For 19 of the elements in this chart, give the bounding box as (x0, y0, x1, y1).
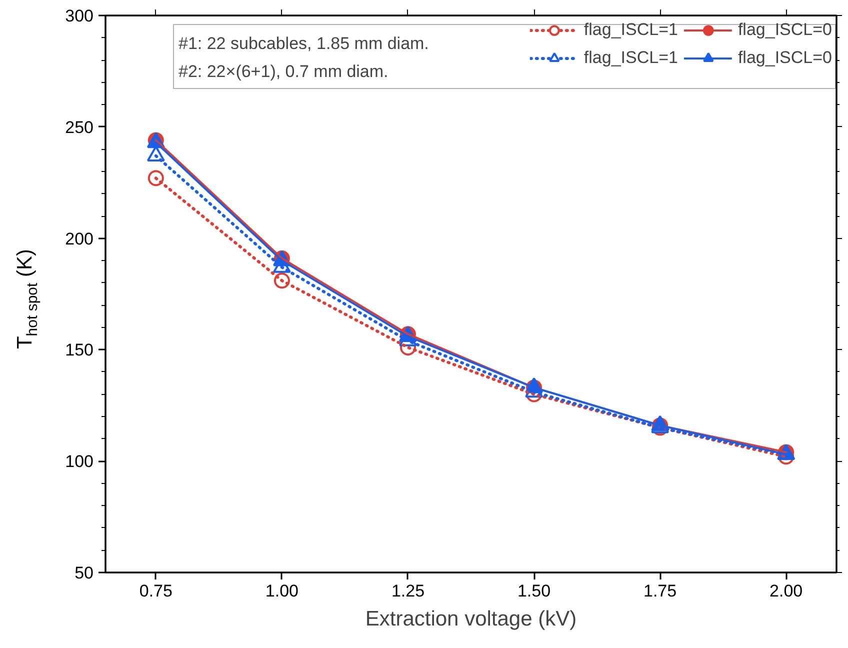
annotation: #2: 22×(6+1), 0.7 mm diam. (178, 62, 388, 81)
legend-label: flag_ISCL=0 (738, 19, 832, 41)
legend-label: flag_ISCL=1 (584, 47, 678, 69)
x-axis-title: Extraction voltage (kV) (365, 608, 577, 630)
y-tick-label: 250 (65, 118, 94, 137)
y-tick-label: 100 (65, 452, 94, 472)
x-tick-label: 0.75 (139, 582, 172, 600)
legend-label: flag_ISCL=0 (738, 47, 832, 69)
x-tick-label: 2.00 (770, 582, 803, 600)
y-tick-label: 300 (65, 6, 94, 26)
y-tick-label: 50 (74, 564, 94, 582)
y-tick-label: 200 (65, 229, 94, 248)
legend-label: flag_ISCL=1 (584, 19, 678, 41)
x-tick-label: 1.75 (644, 582, 677, 600)
x-tick-label: 1.25 (391, 582, 425, 600)
x-tick-label: 1.00 (265, 582, 298, 600)
x-tick-label: 1.50 (517, 582, 551, 600)
annotation: #1: 22 subcables, 1.85 mm diam. (178, 34, 429, 53)
y-tick-label: 150 (65, 340, 94, 360)
